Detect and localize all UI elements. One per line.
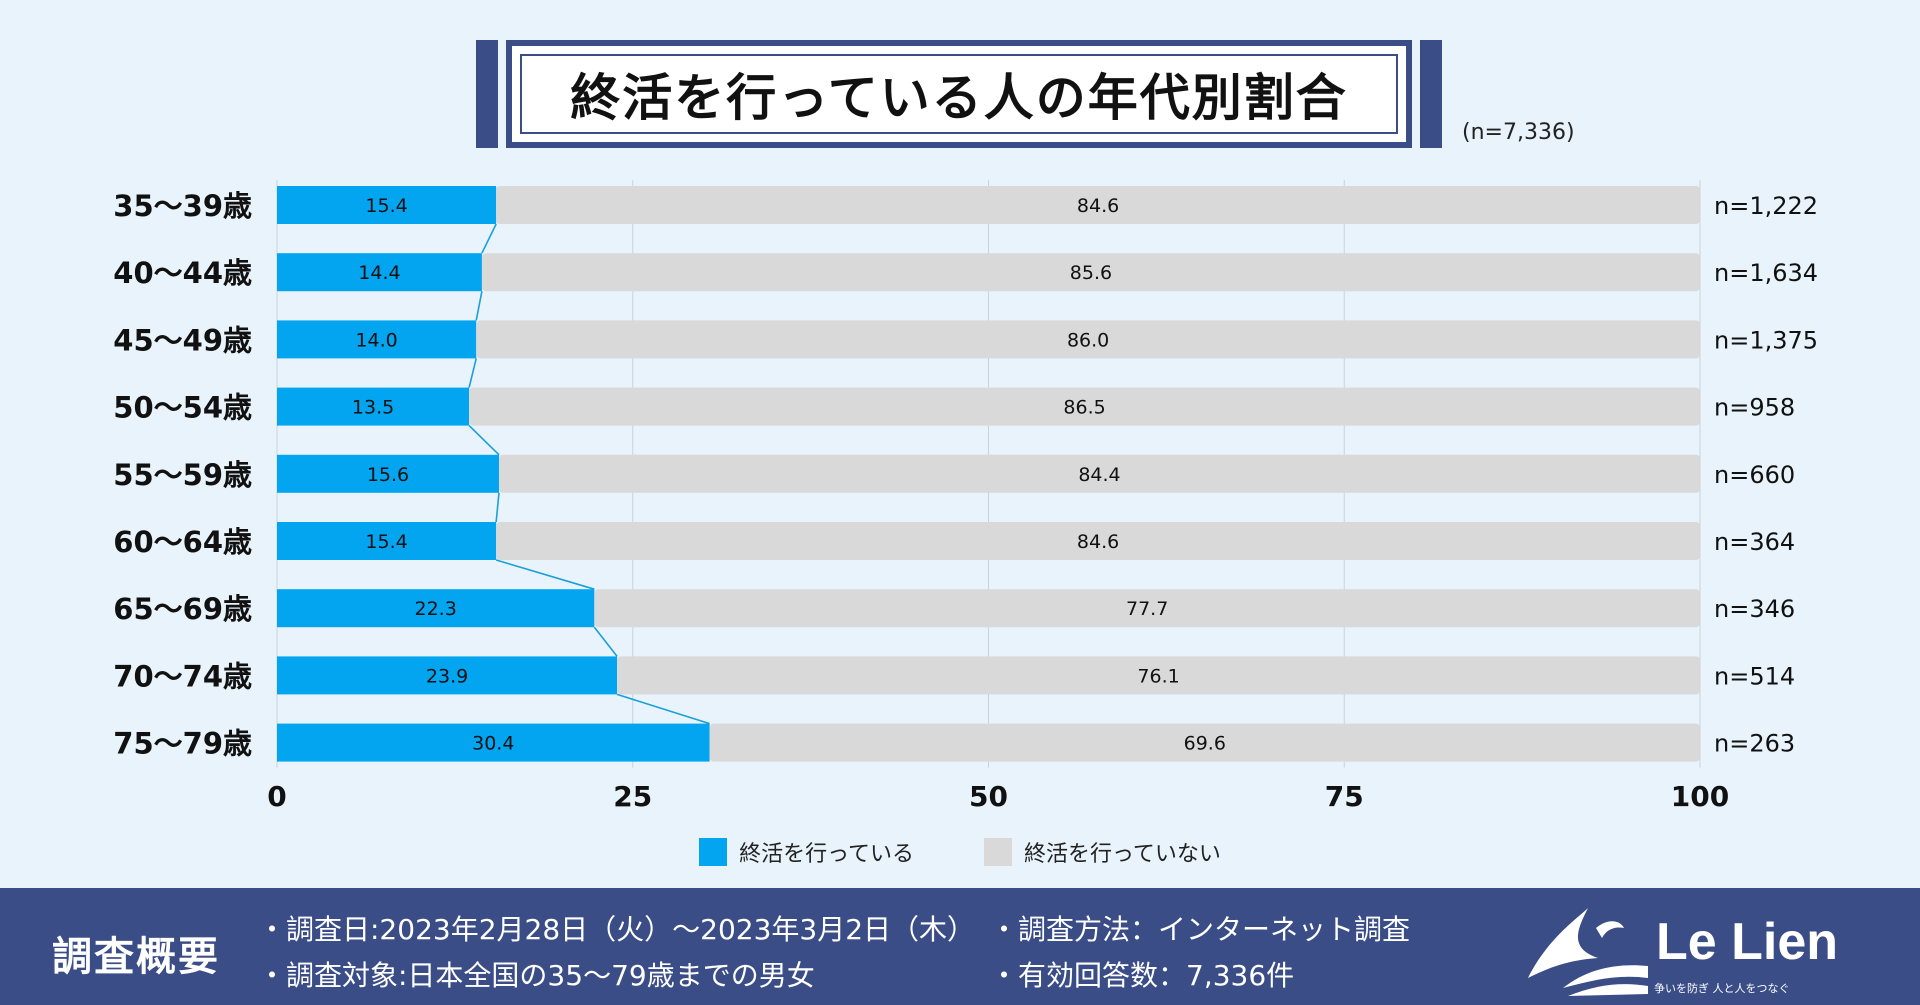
lelien-logo: Le Lien 争いを防ぎ 人と人をつなぐ <box>1508 898 1848 998</box>
connector-line <box>481 223 497 254</box>
stacked-bar-chart: 15.4 84.6 35〜39歳 n=1,222 14.4 85.6 40〜44歳 n=1,6… <box>113 180 1818 813</box>
legend-label-not-doing: 終活を行っていない <box>1024 842 1221 867</box>
sample-size-label: n=364 <box>1714 528 1795 556</box>
legend-swatch-not-doing <box>984 838 1012 866</box>
connector-line <box>495 559 595 590</box>
bar-segment-doing <box>277 186 497 224</box>
connector-line <box>616 693 710 725</box>
bar-segment-doing <box>277 320 477 359</box>
survey-date: ・調査日:2023年2月28日（火）〜2023年3月2日（木） <box>258 913 976 946</box>
category-label: 35〜39歳 <box>113 189 252 223</box>
category-label: 75〜79歳 <box>113 727 252 761</box>
bar-segment-not-doing <box>496 522 1701 560</box>
category-label: 50〜54歳 <box>113 391 252 425</box>
logo-text: Le Lien <box>1656 913 1839 971</box>
x-tick-label: 50 <box>969 780 1008 813</box>
x-tick-label: 25 <box>613 780 652 813</box>
data-label-doing: 13.5 <box>352 397 394 419</box>
bar-segment-doing <box>277 589 595 628</box>
data-label-doing: 30.4 <box>472 733 514 755</box>
chart-legend: 終活を行っている 終活を行っていない <box>0 836 1920 868</box>
x-tick-label: 100 <box>1671 780 1729 813</box>
data-label-not-doing: 86.5 <box>1063 397 1105 419</box>
logo-tagline: 争いを防ぎ 人と人をつなぐ <box>1654 982 1790 995</box>
survey-method: ・調査方法：インターネット調査 <box>990 913 1411 946</box>
data-label-doing: 14.4 <box>358 262 400 284</box>
sample-size-label: n=1,222 <box>1714 192 1818 220</box>
data-label-doing: 14.0 <box>355 329 397 351</box>
data-label-not-doing: 86.0 <box>1067 329 1109 351</box>
connector-line <box>475 291 483 321</box>
data-label-not-doing: 77.7 <box>1126 598 1168 620</box>
category-label: 40〜44歳 <box>113 256 252 290</box>
total-sample-size: (n=7,336) <box>1462 120 1575 145</box>
bar-segment-doing <box>277 723 710 762</box>
data-label-doing: 15.4 <box>365 195 407 217</box>
legend-label-doing: 終活を行っている <box>739 842 914 867</box>
data-label-not-doing: 85.6 <box>1070 262 1112 284</box>
title-frame: 終活を行っている人の年代別割合 <box>506 40 1412 148</box>
data-label-not-doing: 69.6 <box>1184 733 1226 755</box>
bar-segment-not-doing <box>498 454 1700 493</box>
sample-size-label: n=263 <box>1714 730 1795 758</box>
sample-size-label: n=514 <box>1714 662 1795 690</box>
data-label-doing: 23.9 <box>426 665 468 687</box>
survey-summary-footer: 調査概要 ・調査日:2023年2月28日（火）〜2023年3月2日（木） ・調査… <box>0 888 1920 1005</box>
x-tick-label: 75 <box>1325 780 1364 813</box>
chart-title: 終活を行っている人の年代別割合 <box>520 54 1398 134</box>
legend-swatch-doing <box>699 838 728 866</box>
sample-size-label: n=958 <box>1714 394 1795 422</box>
category-label: 65〜69歳 <box>113 592 252 626</box>
bar-segment-not-doing <box>594 589 1700 628</box>
sample-size-label: n=660 <box>1714 461 1795 489</box>
wave-logo-icon <box>1528 908 1648 996</box>
category-label: 45〜49歳 <box>113 323 252 357</box>
legend-item-doing: 終活を行っている <box>699 836 914 868</box>
title-right-bar <box>1420 40 1442 148</box>
survey-target: ・調査対象:日本全国の35〜79歳までの男女 <box>258 959 815 992</box>
connector-line <box>468 358 477 388</box>
survey-summary-title: 調査概要 <box>52 934 220 980</box>
bar-segment-not-doing <box>469 387 1701 426</box>
bar-segment-doing <box>277 656 618 695</box>
category-label: 55〜59歳 <box>113 458 252 492</box>
data-label-not-doing: 84.6 <box>1077 195 1119 217</box>
bar-segment-not-doing <box>481 253 1700 292</box>
data-label-not-doing: 84.6 <box>1077 531 1119 553</box>
sample-size-label: n=1,634 <box>1714 259 1818 287</box>
category-label: 70〜74歳 <box>113 659 252 693</box>
bar-segment-doing <box>277 387 470 426</box>
valid-responses: ・有効回答数：7,336件 <box>990 959 1295 992</box>
chart-title-box: 終活を行っている人の年代別割合 <box>476 40 1442 148</box>
bar-segment-not-doing <box>476 320 1701 359</box>
bar-segment-doing <box>277 253 482 292</box>
data-label-not-doing: 76.1 <box>1137 665 1179 687</box>
data-label-doing: 22.3 <box>415 598 457 620</box>
legend-item-not-doing: 終活を行っていない <box>984 836 1221 868</box>
x-tick-label: 0 <box>267 780 286 813</box>
data-label-doing: 15.4 <box>365 531 407 553</box>
sample-size-label: n=346 <box>1714 595 1795 623</box>
connector-line <box>468 425 500 456</box>
data-label-doing: 15.6 <box>367 464 409 486</box>
connector-line <box>593 626 618 657</box>
title-left-bar <box>476 40 498 148</box>
category-label: 60〜64歳 <box>113 525 252 559</box>
bar-segment-doing <box>277 522 497 560</box>
bar-segment-doing <box>277 454 499 493</box>
bar-segment-not-doing <box>496 186 1701 224</box>
bar-segment-not-doing <box>617 656 1701 695</box>
data-label-not-doing: 84.4 <box>1078 464 1120 486</box>
bar-segment-not-doing <box>709 723 1700 762</box>
connector-line <box>495 492 500 523</box>
sample-size-label: n=1,375 <box>1714 326 1818 354</box>
